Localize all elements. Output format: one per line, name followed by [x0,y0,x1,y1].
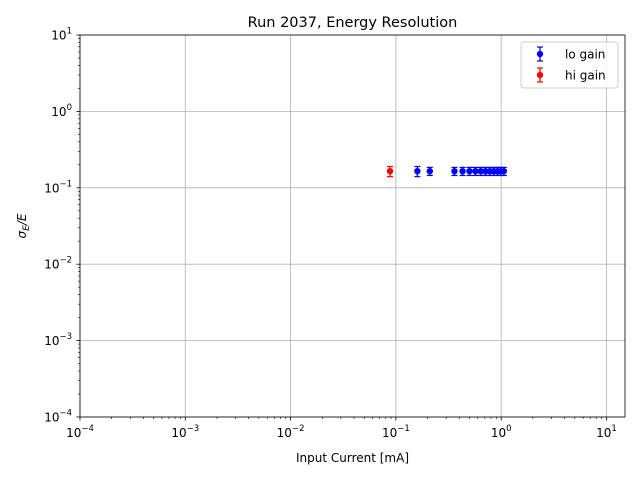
series-hi-gain [386,165,394,178]
data-point [466,167,473,175]
data-points [386,165,508,178]
y-axis-label-sigma: σ [15,230,29,238]
y-tick-label-exponent: −4 [59,409,72,419]
grid-lines [79,34,625,418]
data-point [472,167,479,175]
x-tick-label-exponent: −1 [397,424,410,434]
legend-item: hi gain [536,67,606,83]
y-tick-label-base: 10 [44,181,59,195]
y-tick-label-exponent: −3 [59,332,72,342]
x-tick-label: 101 [596,424,617,440]
y-tick-label-base: 10 [44,334,59,348]
x-tick-label-exponent: −3 [187,424,200,434]
legend: lo gain hi gain [520,41,619,89]
x-tick-label-exponent: −2 [292,424,305,434]
y-tick-label-exponent: 0 [67,103,72,113]
legend-marker [536,50,544,58]
chart-title: Run 2037, Energy Resolution [248,15,458,31]
plot-frame [79,34,626,418]
y-axis-label-sub: E [22,225,32,231]
y-tick-label: 101 [51,27,72,43]
x-tick-label-exponent: 1 [611,424,616,434]
y-tick-label-exponent: −1 [59,179,72,189]
legend-item: lo gain [536,46,605,62]
x-axis-label: Input Current [mA] [296,451,409,465]
y-tick-label-exponent: −2 [59,256,72,266]
x-tick-label-base: 10 [491,426,506,440]
data-point [426,167,434,175]
x-tick-label-exponent: −4 [81,424,94,434]
data-point [451,167,458,175]
y-tick-label-base: 10 [44,411,59,425]
x-tick-label: 10−2 [277,424,305,440]
data-point [459,167,466,175]
x-tick-label: 10−4 [66,424,94,440]
y-tick-label: 10−2 [44,256,72,272]
y-tick-label-base: 10 [51,29,66,43]
x-tick-label-base: 10 [171,426,186,440]
axis-ticks: 10−4 10−3 10−2 10−1 100 10110−410−310−210−110… [44,27,617,441]
data-point [477,167,484,175]
x-tick-label-base: 10 [596,426,611,440]
data-point [414,167,421,175]
y-tick-label-exponent: 1 [67,27,72,37]
x-tick-label: 10−1 [382,424,410,440]
x-tick-label-base: 10 [382,426,397,440]
y-tick-label: 10−1 [44,179,72,195]
y-tick-label: 100 [51,103,72,119]
x-tick-label-exponent: 0 [506,424,511,434]
data-point [500,167,508,175]
y-axis-label-tail: /E [15,213,29,226]
y-axis-label: σE/E [15,213,32,238]
x-tick-label: 10−3 [171,424,199,440]
legend-label: hi gain [565,69,606,83]
x-tick-label-base: 10 [277,426,292,440]
x-tick-label: 100 [491,424,512,440]
y-tick-label: 10−3 [44,332,72,348]
legend-box [520,41,619,89]
y-tick-label-base: 10 [44,258,59,272]
legend-label: lo gain [565,48,605,62]
series-lo-gain [414,165,508,178]
legend-marker [536,71,544,79]
data-point [386,167,394,175]
y-tick-label-base: 10 [51,105,66,119]
x-tick-label-base: 10 [66,426,81,440]
y-tick-label: 10−4 [44,409,72,425]
